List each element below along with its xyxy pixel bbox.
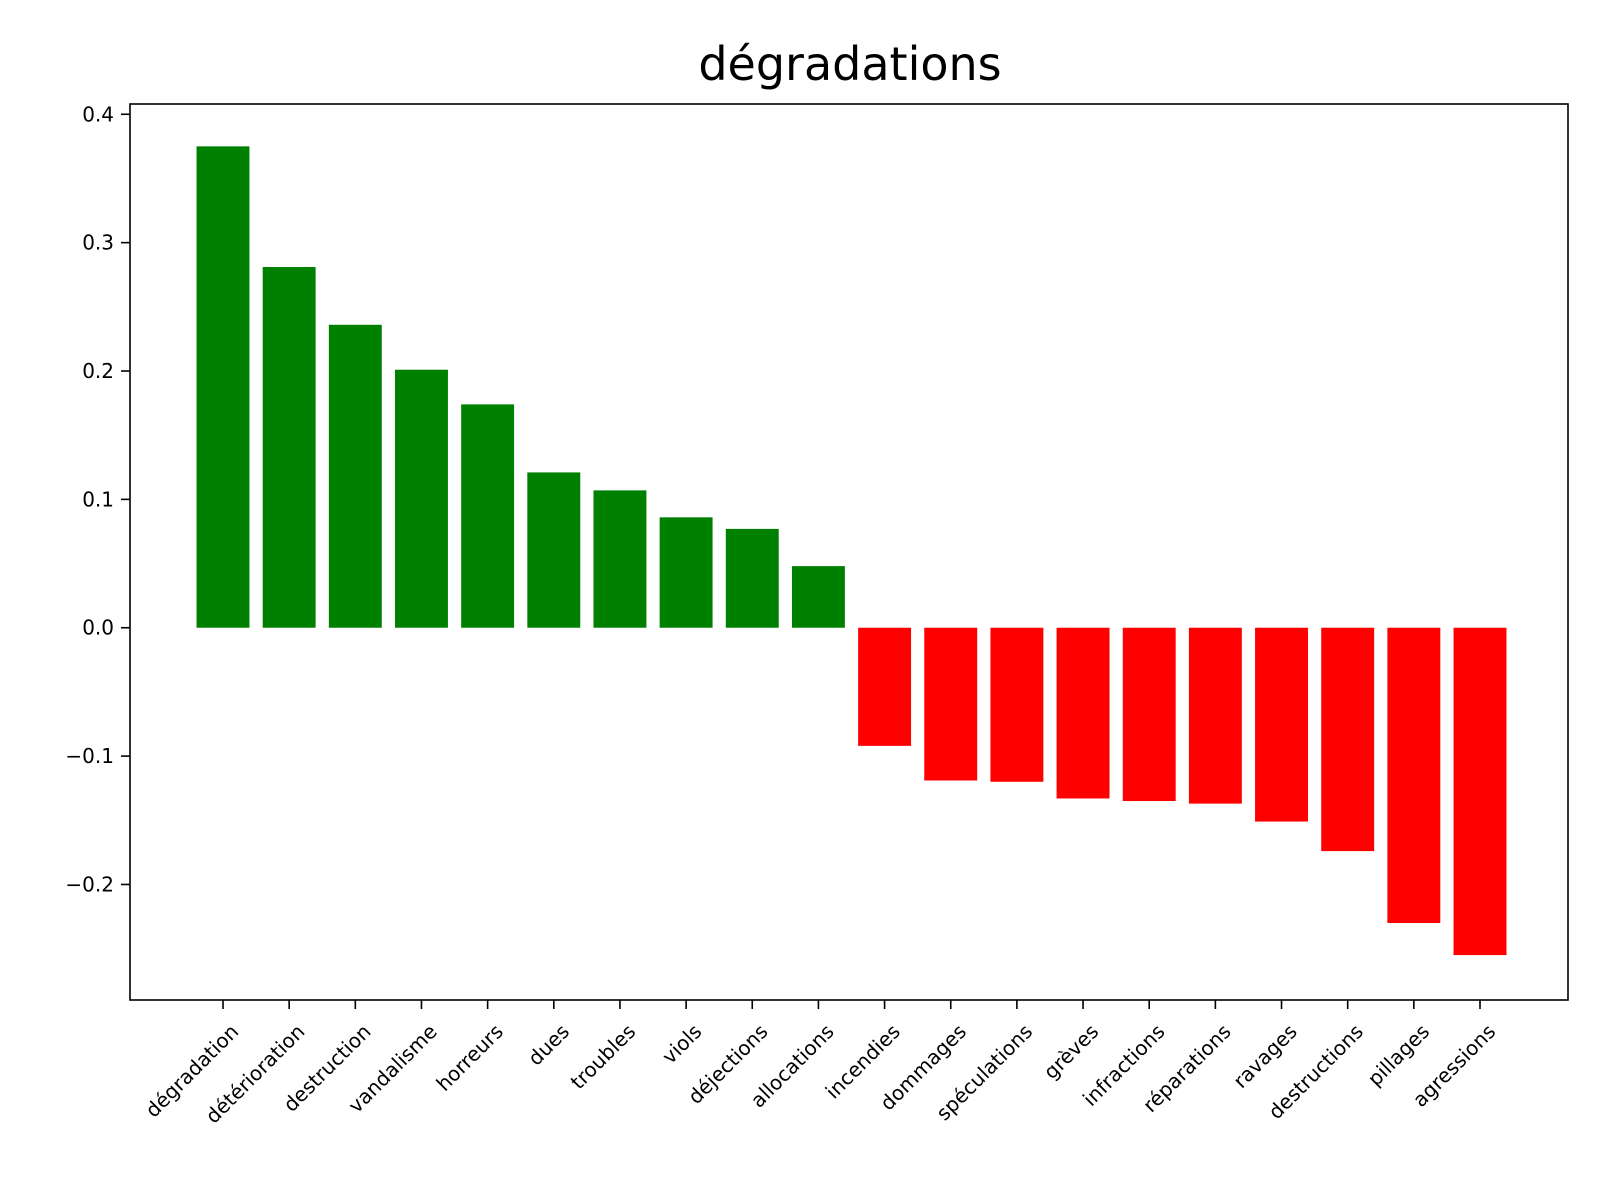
bar-horreurs xyxy=(461,404,515,628)
bar-infractions xyxy=(1122,627,1176,802)
x-tick-label: dues xyxy=(523,1019,574,1070)
bar-grèves xyxy=(1056,627,1110,799)
y-tick-label: −0.2 xyxy=(65,872,114,896)
y-tick-label: 0.1 xyxy=(82,487,114,511)
bar-déjections xyxy=(725,528,779,628)
bar-destructions xyxy=(1321,627,1375,852)
plot-frame xyxy=(129,103,1569,1001)
bar-incendies xyxy=(858,627,912,746)
chart-title: dégradations xyxy=(698,37,1001,91)
y-tick-label: 0.2 xyxy=(82,359,114,383)
y-tick-label: 0.3 xyxy=(82,231,114,255)
bar-dues xyxy=(527,472,581,628)
y-axis: 0.4 0.3 0.2 0.1 0.0 −0.1 −0.2 xyxy=(65,102,130,896)
bar-vandalisme xyxy=(395,369,448,628)
bar-agressions xyxy=(1453,627,1507,956)
bar-dommages xyxy=(924,627,978,781)
bar-réparations xyxy=(1188,627,1242,804)
x-axis: dégradationdétériorationdestructionvanda… xyxy=(140,1000,1500,1128)
bar-dégradation xyxy=(196,146,250,628)
bar-spéculations xyxy=(990,627,1044,782)
bar-allocations xyxy=(791,566,845,628)
bar-troubles xyxy=(593,490,647,628)
bar-pillages xyxy=(1387,627,1441,923)
y-tick-label: 0.0 xyxy=(82,616,114,640)
y-tick-label: −0.1 xyxy=(65,744,114,768)
bar-détérioration xyxy=(262,267,316,628)
x-tick-label: grèves xyxy=(1039,1019,1104,1084)
x-tick-label: horreurs xyxy=(431,1019,508,1096)
bar-viols xyxy=(659,517,713,628)
bars-group xyxy=(196,146,1507,956)
y-tick-label: 0.4 xyxy=(82,102,114,126)
x-tick-label: viols xyxy=(657,1019,706,1068)
x-tick-label: troubles xyxy=(566,1019,641,1094)
bar-ravages xyxy=(1255,627,1308,822)
bar-destruction xyxy=(328,324,382,628)
